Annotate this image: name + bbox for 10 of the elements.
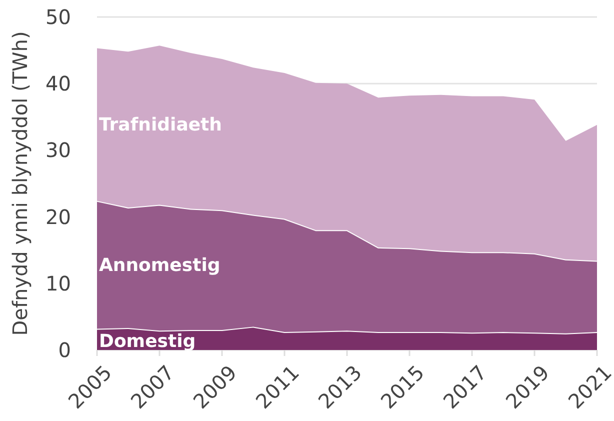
series-label: Domestig xyxy=(99,331,196,352)
y-tick-label: 50 xyxy=(46,5,71,29)
y-tick-label: 10 xyxy=(46,271,71,296)
y-tick-label: 30 xyxy=(46,138,71,162)
y-tick-label: 40 xyxy=(46,72,71,96)
series-label: Trafnidiaeth xyxy=(99,114,222,136)
y-axis-title: Defnydd ynni blynyddol (TWh) xyxy=(8,31,32,336)
y-tick-label: 0 xyxy=(58,338,71,362)
series-label: Annomestig xyxy=(99,254,220,276)
y-tick-label: 20 xyxy=(46,204,71,229)
